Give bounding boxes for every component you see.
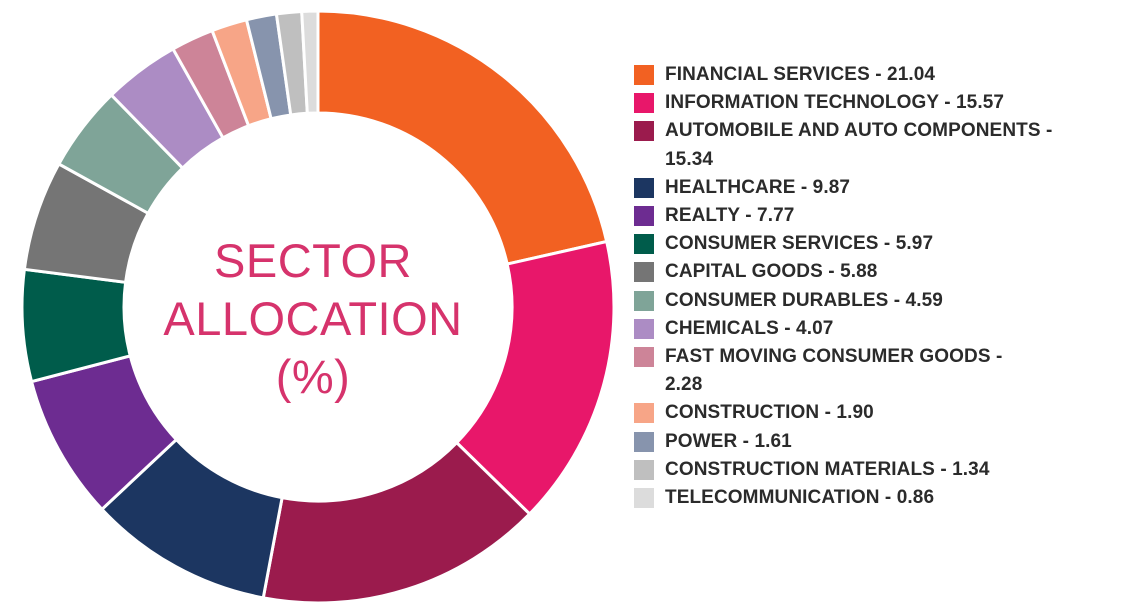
legend-label: AUTOMOBILE AND AUTO COMPONENTS - 15.34	[665, 117, 1052, 173]
legend-label-line: 2.28	[665, 374, 703, 396]
legend-label-line: HEALTHCARE - 9.87	[665, 176, 851, 198]
legend-label-line: CONSUMER DURABLES - 4.59	[665, 289, 943, 311]
legend-swatch	[634, 93, 654, 114]
legend-swatch	[634, 290, 654, 311]
legend-swatch	[634, 234, 654, 255]
chart-title-line-1: SECTOR	[214, 234, 412, 287]
legend-label: POWER - 1.61	[665, 428, 792, 456]
legend-label: CONSUMER DURABLES - 4.59	[665, 287, 943, 315]
chart-title-line-2: ALLOCATION	[163, 292, 463, 345]
legend-item-financial-services: FINANCIAL SERVICES - 21.04	[634, 61, 1124, 89]
legend-label-line: AUTOMOBILE AND AUTO COMPONENTS -	[665, 120, 1053, 142]
legend-label-line: CONSTRUCTION MATERIALS - 1.34	[665, 458, 990, 480]
legend-label-line: CONSUMER SERVICES - 5.97	[665, 233, 934, 255]
legend-label: HEALTHCARE - 9.87	[665, 174, 850, 202]
legend-label-line: INFORMATION TECHNOLOGY - 15.57	[665, 92, 1005, 114]
chart-legend: FINANCIAL SERVICES - 21.04 INFORMATION TE…	[634, 61, 1124, 512]
legend-label-line: CAPITAL GOODS - 5.88	[665, 261, 878, 283]
legend-label-line: FAST MOVING CONSUMER GOODS -	[665, 346, 1003, 368]
chart-title-line-3: (%)	[275, 350, 351, 403]
legend-item-construction-materials: CONSTRUCTION MATERIALS - 1.34	[634, 456, 1124, 484]
legend-item-capital-goods: CAPITAL GOODS - 5.88	[634, 258, 1124, 286]
legend-item-automobile-and-auto-components: AUTOMOBILE AND AUTO COMPONENTS - 15.34	[634, 117, 1124, 173]
legend-swatch	[634, 403, 654, 424]
legend-item-realty: REALTY - 7.77	[634, 202, 1124, 230]
legend-label: CHEMICALS - 4.07	[665, 315, 833, 343]
legend-swatch	[634, 177, 654, 198]
legend-label: CAPITAL GOODS - 5.88	[665, 258, 877, 286]
legend-swatch	[634, 121, 654, 142]
legend-label-line: FINANCIAL SERVICES - 21.04	[665, 64, 936, 85]
legend-label: INFORMATION TECHNOLOGY - 15.57	[665, 89, 1004, 117]
legend-swatch	[634, 206, 654, 227]
legend-label: FAST MOVING CONSUMER GOODS - 2.28	[665, 343, 1002, 399]
legend-item-information-technology: INFORMATION TECHNOLOGY - 15.57	[634, 89, 1124, 117]
legend-item-healthcare: HEALTHCARE - 9.87	[634, 174, 1124, 202]
legend-item-consumer-services: CONSUMER SERVICES - 5.97	[634, 230, 1124, 258]
legend-label-line: CHEMICALS - 4.07	[665, 317, 834, 339]
chart-title: SECTOR ALLOCATION (%)	[128, 232, 498, 406]
donut-slice-financial-services	[316, 9, 609, 266]
legend-swatch	[634, 488, 654, 509]
legend-item-chemicals: CHEMICALS - 4.07	[634, 315, 1124, 343]
legend-label: CONSTRUCTION MATERIALS - 1.34	[665, 456, 990, 484]
legend-item-fast-moving-consumer-goods: FAST MOVING CONSUMER GOODS - 2.28	[634, 343, 1124, 399]
legend-label: CONSUMER SERVICES - 5.97	[665, 230, 933, 258]
legend-swatch	[634, 318, 654, 339]
legend-label-line: CONSTRUCTION - 1.90	[665, 402, 874, 424]
legend-label: FINANCIAL SERVICES - 21.04	[665, 61, 935, 89]
legend-item-power: POWER - 1.61	[634, 428, 1124, 456]
legend-label-line: REALTY - 7.77	[665, 205, 795, 227]
legend-label-line: TELECOMMUNICATION - 0.86	[665, 487, 935, 509]
legend-label-line: POWER - 1.61	[665, 430, 792, 452]
legend-label: REALTY - 7.77	[665, 202, 794, 230]
legend-item-construction: CONSTRUCTION - 1.90	[634, 399, 1124, 427]
legend-swatch	[634, 431, 654, 452]
legend-item-telecommunication: TELECOMMUNICATION - 0.86	[634, 484, 1124, 512]
legend-label-line: 15.34	[665, 148, 714, 170]
legend-swatch	[634, 347, 654, 368]
legend-swatch	[634, 262, 654, 283]
legend-label: TELECOMMUNICATION - 0.86	[665, 484, 934, 512]
legend-swatch	[634, 65, 654, 85]
legend-item-consumer-durables: CONSUMER DURABLES - 4.59	[634, 287, 1124, 315]
donut-slice-telecommunication	[300, 9, 320, 115]
legend-swatch	[634, 459, 654, 480]
legend-label: CONSTRUCTION - 1.90	[665, 399, 874, 427]
